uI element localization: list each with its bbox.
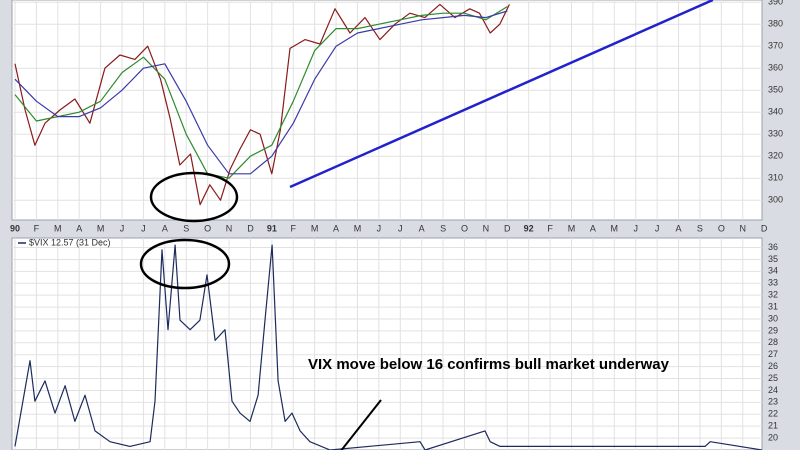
annotation: VIX move below 16 confirms bull market u… (308, 356, 670, 373)
x-tick-label: S (440, 223, 446, 233)
x-tick-label: 90 (10, 223, 20, 233)
x-tick-label: A (76, 223, 82, 233)
x-tick-label: S (183, 223, 189, 233)
y-tick-label: 390 (768, 0, 783, 7)
series-line (14, 3, 510, 206)
vix-plot (12, 238, 762, 450)
x-tick-label: 91 (267, 223, 277, 233)
y-tick-label: 29 (768, 325, 778, 335)
x-tick-label: J (398, 223, 403, 233)
series-line (289, 0, 714, 189)
price-plot (12, 0, 762, 220)
legend-label: $VIX 12.57 (31 Dec) (29, 237, 111, 247)
y-tick-label: 380 (768, 19, 783, 29)
x-tick-label: N (739, 223, 746, 233)
y-tick-label: 22 (768, 409, 778, 419)
x-tick-label: J (633, 223, 638, 233)
y-tick-label: 24 (768, 385, 778, 395)
x-tick-label: S (697, 223, 703, 233)
x-tick-label: M (611, 223, 619, 233)
x-tick-label: A (676, 223, 682, 233)
y-tick-label: 26 (768, 361, 778, 371)
x-tick-label: A (162, 223, 168, 233)
price-panel (11, 0, 763, 221)
arrow (340, 399, 382, 450)
vix-panel (11, 237, 763, 450)
y-tick-label: 34 (768, 266, 778, 276)
y-tick-label: 340 (768, 107, 783, 117)
x-tick-label: O (718, 223, 725, 233)
y-tick-label: 31 (768, 301, 778, 311)
x-tick-label: F (34, 223, 40, 233)
x-tick-label: D (247, 223, 254, 233)
x-tick-label: O (204, 223, 211, 233)
y-tick-label: 30 (768, 313, 778, 323)
series-line (14, 244, 762, 450)
x-tick-label: D (761, 223, 768, 233)
x-tick-label: M (54, 223, 62, 233)
y-tick-label: 350 (768, 85, 783, 95)
x-tick-label: N (226, 223, 233, 233)
x-tick-label: F (547, 223, 553, 233)
x-tick-label: N (483, 223, 490, 233)
x-tick-label: M (311, 223, 319, 233)
x-tick-label: 92 (524, 223, 534, 233)
y-tick-label: 300 (768, 195, 783, 205)
x-tick-label: A (419, 223, 425, 233)
y-tick-label: 27 (768, 349, 778, 359)
y-tick-label: 310 (768, 173, 783, 183)
x-tick-label: J (377, 223, 382, 233)
x-tick-label: D (504, 223, 511, 233)
y-tick-label: 35 (768, 254, 778, 264)
x-tick-label: F (291, 223, 297, 233)
x-tick-label: O (461, 223, 468, 233)
x-tick-label: M (568, 223, 576, 233)
axes: 300 310 320 330 340 350 360 370 380 390 90 F M A M J J A S… (10, 0, 783, 442)
y-tick-label: 32 (768, 290, 778, 300)
y-tick-label: 330 (768, 129, 783, 139)
x-tick-label: M (354, 223, 362, 233)
series-line (14, 10, 508, 175)
x-tick-label: J (655, 223, 660, 233)
highlight-circle (149, 171, 239, 223)
y-tick-label: 33 (768, 278, 778, 288)
series-line (14, 6, 508, 179)
x-tick-label: M (97, 223, 105, 233)
y-tick-label: 23 (768, 397, 778, 407)
y-tick-label: 36 (768, 242, 778, 252)
x-tick-label: J (141, 223, 146, 233)
x-tick-label: J (120, 223, 125, 233)
y-tick-label: 320 (768, 151, 783, 161)
y-tick-label: 21 (768, 421, 778, 431)
y-tick-label: 360 (768, 63, 783, 73)
y-tick-label: 20 (768, 432, 778, 442)
x-tick-label: A (333, 223, 339, 233)
y-tick-label: 370 (768, 41, 783, 51)
y-tick-label: 25 (768, 373, 778, 383)
highlight-circle (139, 238, 231, 290)
x-tick-label: A (590, 223, 596, 233)
y-tick-label: 28 (768, 337, 778, 347)
